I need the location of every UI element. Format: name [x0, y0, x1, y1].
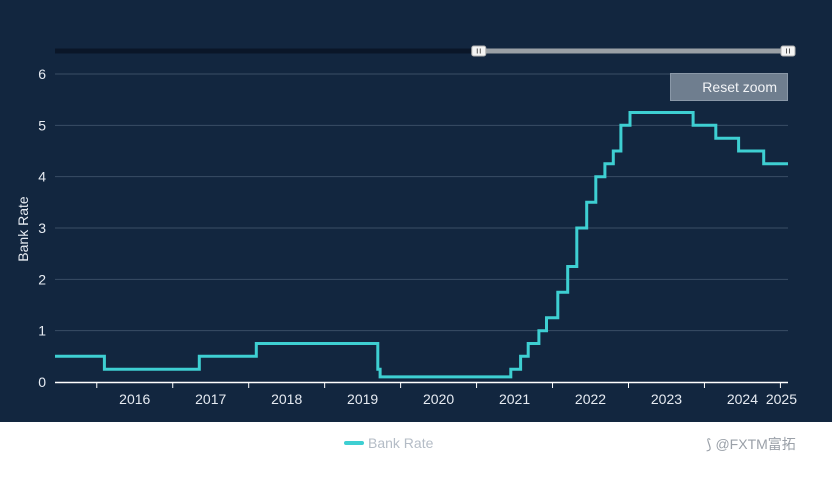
x-tick-label-2018: 2018 [271, 391, 302, 407]
watermark-text: @FXTM富拓 [715, 436, 796, 452]
navigator-range[interactable] [478, 48, 788, 54]
y-tick-label-1: 1 [38, 323, 46, 339]
bank-rate-chart: 0 1 2 3 4 5 6 2016 2017 2018 2019 2020 2021 2022 2023… [15, 45, 797, 407]
y-tick-label-5: 5 [38, 117, 46, 133]
navigator-scrollbar[interactable] [55, 45, 796, 57]
x-tick-label-2020: 2020 [423, 391, 454, 407]
y-tick-label-6: 6 [38, 66, 46, 82]
navigator-right-handle[interactable] [780, 45, 796, 57]
y-axis-title: Bank Rate [15, 196, 31, 262]
x-tick-label-2024: 2024 [727, 391, 758, 407]
navigator-track [55, 48, 792, 54]
y-tick-label-4: 4 [38, 169, 46, 185]
x-tick-label-2025: 2025 [766, 391, 797, 407]
legend-label: Bank Rate [368, 435, 434, 451]
fxtm-logo-icon: ⟆ [706, 435, 712, 452]
x-tick-label-2023: 2023 [651, 391, 682, 407]
series-line-bank-rate[interactable] [55, 111, 788, 379]
x-tick-label-2017: 2017 [195, 391, 226, 407]
x-axis: 2016 2017 2018 2019 2020 2021 2022 2023 2024 2025 [55, 381, 797, 407]
navigator-left-handle[interactable] [471, 45, 487, 57]
watermark: ⟆ @FXTM富拓 [706, 434, 796, 454]
y-tick-label-0: 0 [38, 374, 46, 390]
y-tick-label-2: 2 [38, 271, 46, 287]
y-tick-label-3: 3 [38, 220, 46, 236]
series-area[interactable] [55, 111, 788, 379]
x-tick-label-2016: 2016 [119, 391, 150, 407]
x-tick-label-2019: 2019 [347, 391, 378, 407]
grid-lines [55, 73, 788, 332]
y-axis-ticks: 0 1 2 3 4 5 6 [38, 66, 46, 390]
legend-item-bank-rate[interactable]: Bank Rate [344, 434, 433, 452]
legend-swatch [344, 441, 364, 445]
x-tick-label-2022: 2022 [575, 391, 606, 407]
chart-panel: 0 1 2 3 4 5 6 2016 2017 2018 2019 2020 2021 2022 2023… [0, 0, 832, 422]
reset-zoom-button[interactable]: Reset zoom [670, 73, 788, 101]
x-tick-label-2021: 2021 [499, 391, 530, 407]
